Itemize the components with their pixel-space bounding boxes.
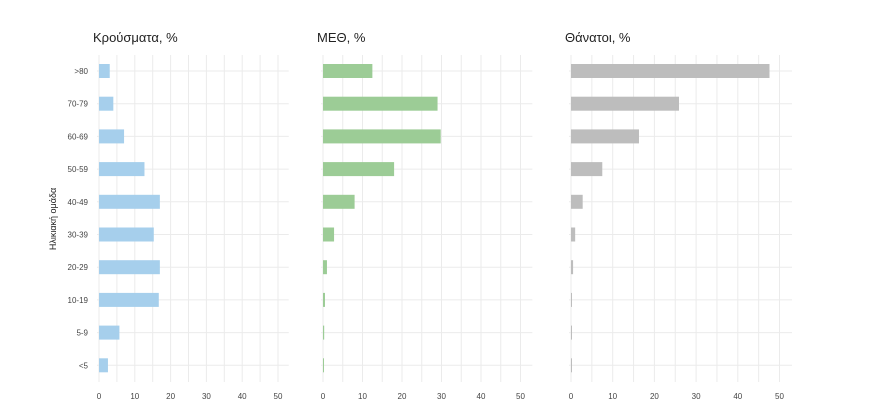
bar-70-79: [99, 96, 114, 111]
bar-40-49: [99, 194, 160, 209]
y-tick-label: 10-19: [68, 296, 89, 305]
y-tick-label: 50-59: [68, 165, 89, 174]
bar-70-79: [571, 96, 680, 111]
bar-40-49: [571, 194, 583, 209]
bar-20-29: [99, 260, 160, 275]
x-tick-label: 50: [775, 392, 784, 401]
bar-5-9: [571, 325, 572, 340]
bar-50-59: [323, 162, 395, 177]
bar->80: [571, 64, 770, 78]
x-tick-label: 30: [202, 392, 211, 401]
x-tick-label: 20: [650, 392, 659, 401]
bar-10-19: [571, 292, 572, 307]
bar-50-59: [99, 162, 145, 177]
y-tick-label: >80: [74, 67, 88, 76]
bar-5-9: [323, 325, 325, 340]
panel-title: ΜΕΘ, %: [317, 30, 366, 45]
x-tick-label: 40: [477, 392, 486, 401]
bar-<5: [571, 358, 572, 373]
x-tick-label: 40: [238, 392, 247, 401]
bar-60-69: [99, 129, 125, 144]
y-tick-label: 70-79: [68, 100, 89, 109]
x-tick-label: 50: [274, 392, 283, 401]
bar-5-9: [99, 325, 120, 340]
bar-30-39: [323, 227, 335, 242]
x-tick-label: 50: [516, 392, 525, 401]
x-tick-label: 10: [130, 392, 139, 401]
bar-50-59: [571, 162, 603, 177]
x-tick-label: 10: [358, 392, 367, 401]
bar-<5: [323, 358, 324, 373]
bar-60-69: [571, 129, 639, 144]
bar-<5: [99, 358, 108, 373]
bar-30-39: [99, 227, 154, 242]
bar-40-49: [323, 194, 355, 209]
y-tick-label: 60-69: [68, 132, 89, 141]
y-tick-label: <5: [79, 361, 89, 370]
y-tick-label: 5-9: [76, 329, 88, 338]
bar->80: [323, 64, 373, 78]
y-axis-label: Ηλικιακή ομάδα: [48, 188, 58, 250]
bar->80: [99, 64, 110, 78]
x-tick-label: 0: [321, 392, 326, 401]
x-tick-label: 40: [733, 392, 742, 401]
bar-70-79: [323, 96, 438, 111]
x-tick-label: 20: [398, 392, 407, 401]
panel-title: Θάνατοι, %: [565, 30, 631, 45]
y-tick-label: 40-49: [68, 198, 89, 207]
bar-30-39: [571, 227, 576, 242]
y-tick-label: 30-39: [68, 231, 89, 240]
bar-20-29: [571, 260, 574, 275]
x-tick-label: 0: [569, 392, 574, 401]
bar-20-29: [323, 260, 327, 275]
x-tick-label: 10: [608, 392, 617, 401]
x-tick-label: 30: [692, 392, 701, 401]
x-tick-label: 0: [97, 392, 102, 401]
bar-60-69: [323, 129, 441, 144]
bar-10-19: [323, 292, 325, 307]
panel-title: Κρούσματα, %: [93, 30, 178, 45]
x-tick-label: 30: [437, 392, 446, 401]
x-tick-label: 20: [166, 392, 175, 401]
y-tick-label: 20-29: [68, 263, 89, 272]
bar-10-19: [99, 292, 159, 307]
